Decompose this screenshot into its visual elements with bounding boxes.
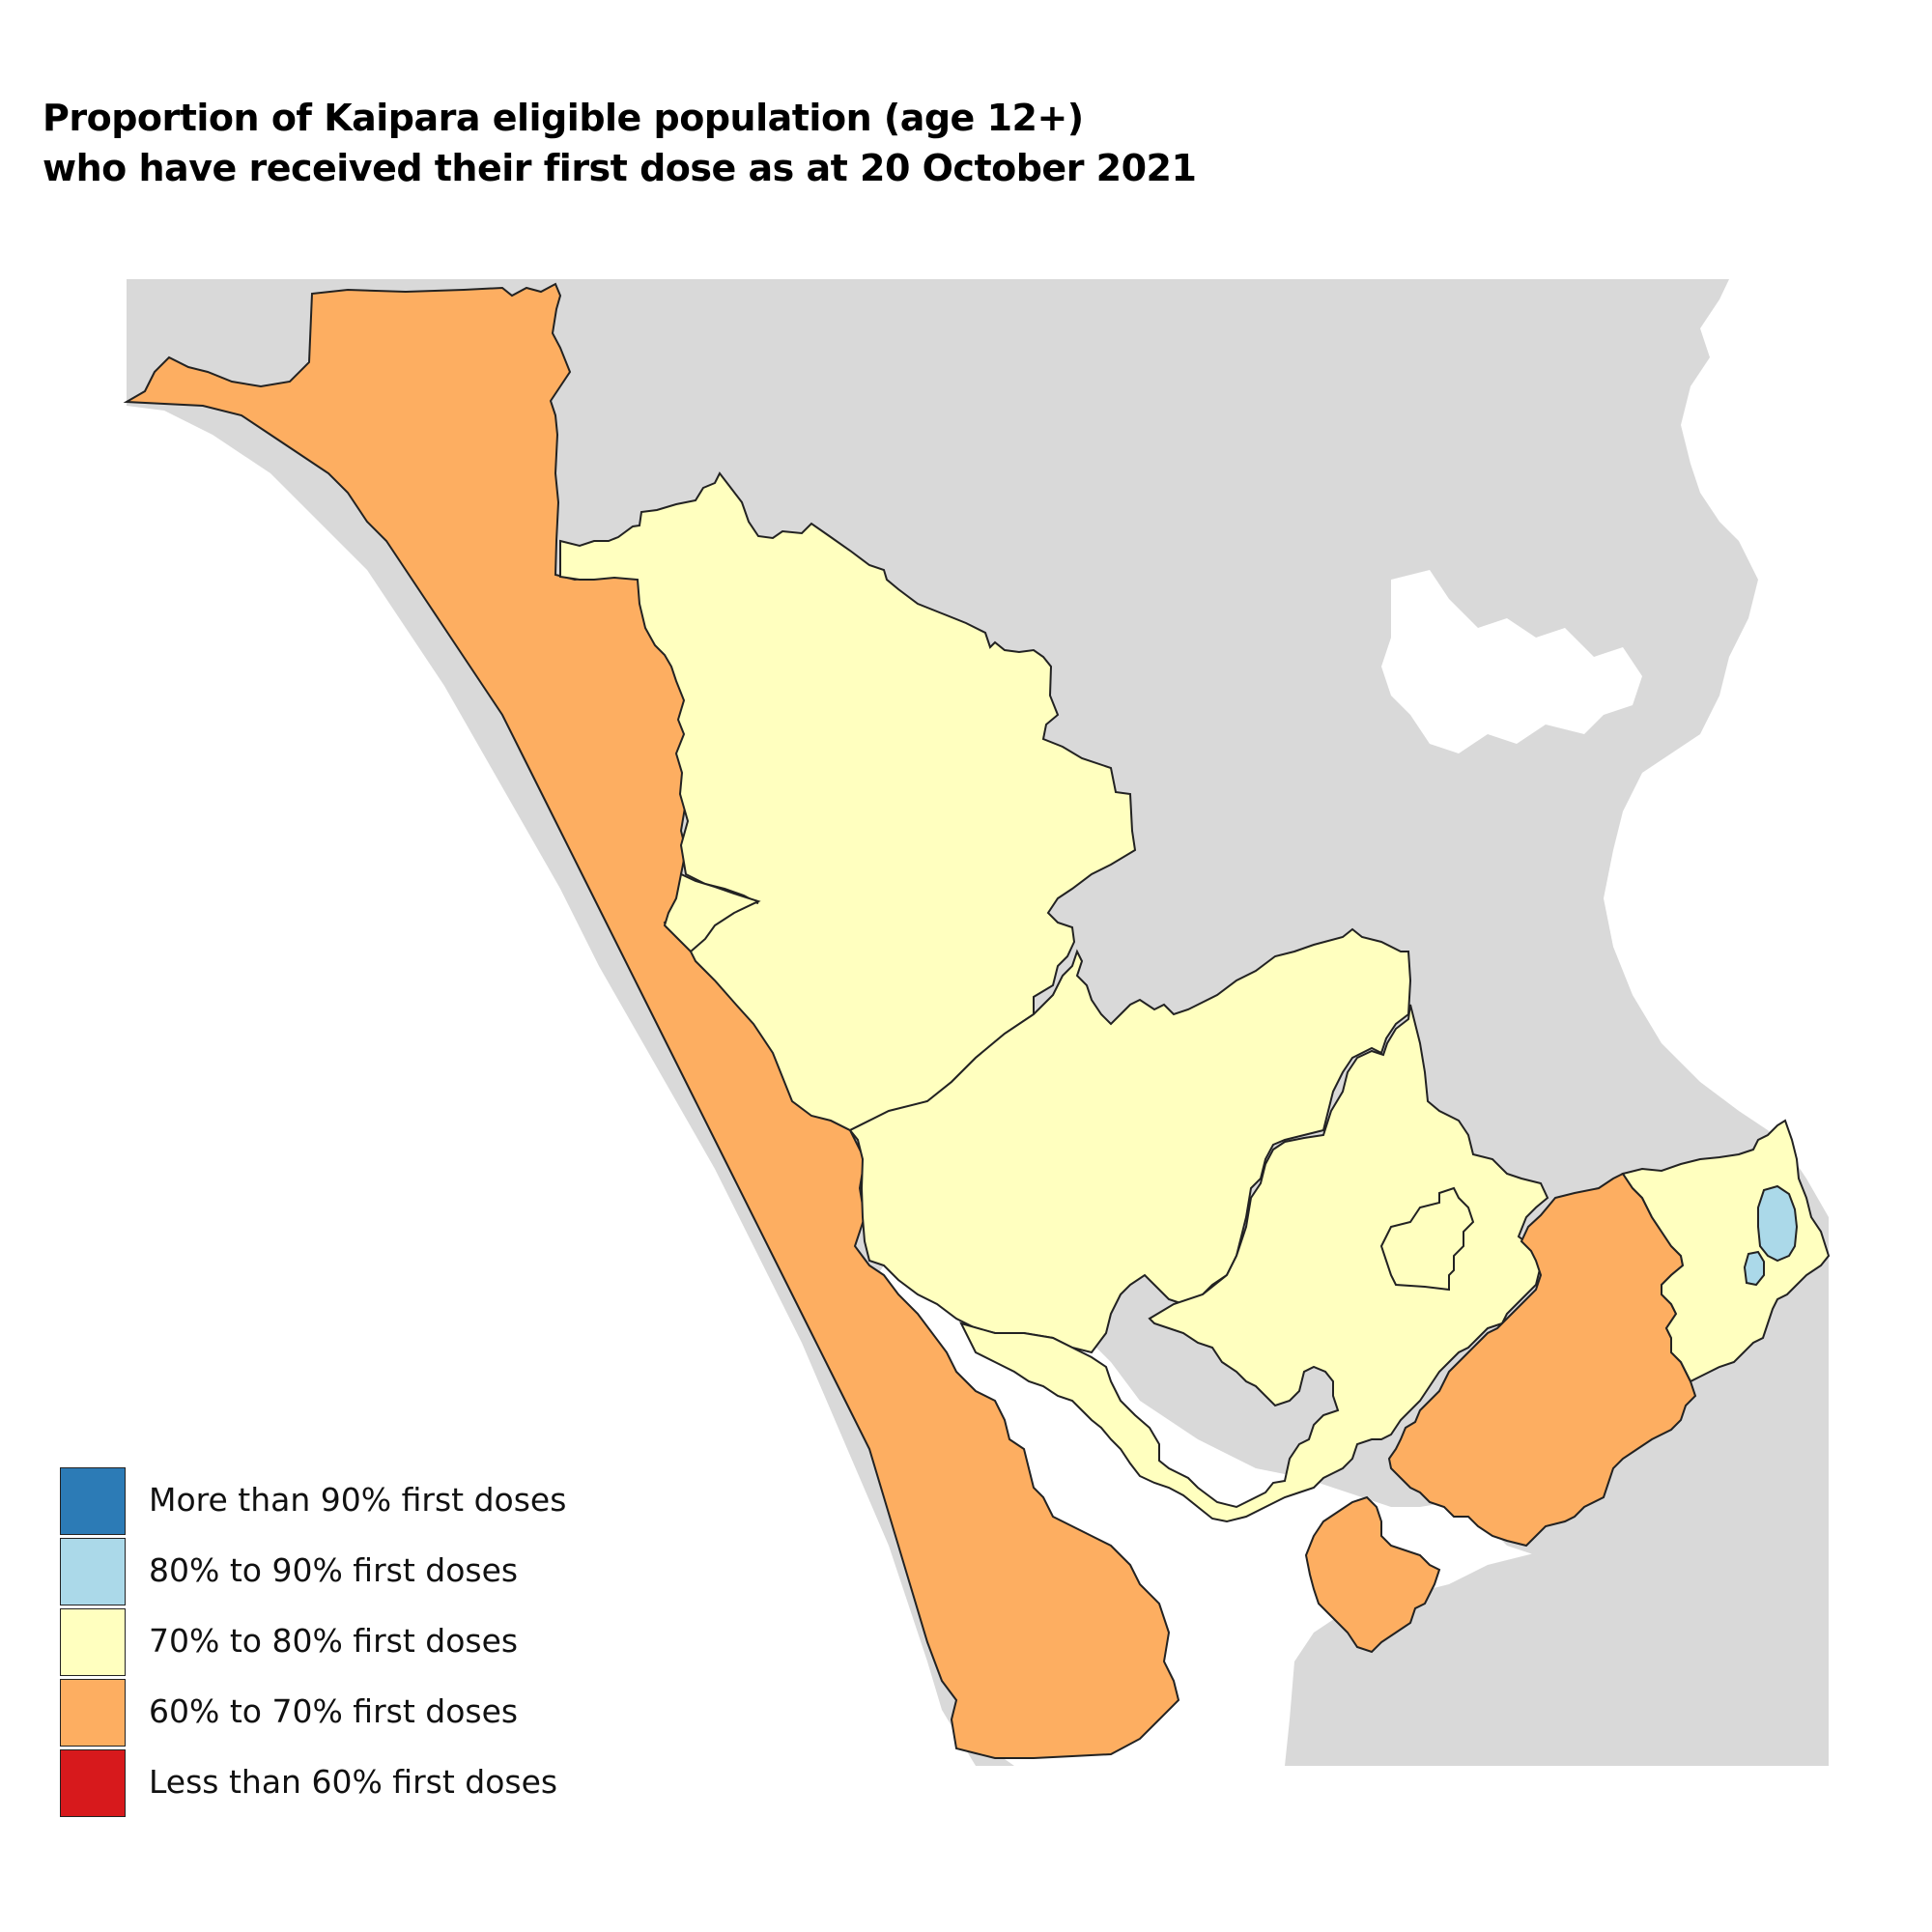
region-east-coast-town-south[interactable] <box>1743 1250 1765 1287</box>
region-west-coast-strip[interactable] <box>123 282 1180 1759</box>
legend-swatch <box>60 1679 126 1747</box>
map-title: Proportion of Kaipara eligible populatio… <box>43 93 1197 193</box>
region-east-coast-town[interactable] <box>1757 1184 1799 1263</box>
region-small-west-pocket[interactable] <box>663 872 761 953</box>
legend-label: 60% to 70% first doses <box>149 1692 519 1730</box>
east-inlet-1 <box>1381 570 1642 753</box>
southern-land <box>1285 1463 1829 1766</box>
legend-swatch <box>60 1608 126 1676</box>
legend-label: 80% to 90% first doses <box>149 1551 519 1589</box>
map-title-line-2: who have received their first dose as at… <box>43 147 1197 189</box>
legend-swatch <box>60 1749 126 1817</box>
map-title-line-1: Proportion of Kaipara eligible populatio… <box>43 97 1084 139</box>
legend-label: 70% to 80% first doses <box>149 1622 519 1660</box>
region-northern-inland[interactable] <box>559 471 1137 1132</box>
west-sea <box>127 406 976 1766</box>
legend-swatch <box>60 1538 126 1605</box>
east-sea <box>1604 279 1829 1217</box>
legend-label: More than 90% first doses <box>149 1481 567 1519</box>
region-south-harbour[interactable] <box>959 1004 1549 1523</box>
legend-label: Less than 60% first doses <box>149 1763 558 1801</box>
region-inner-district[interactable] <box>1379 1186 1475 1292</box>
region-south-peninsula[interactable] <box>1304 1495 1441 1654</box>
legend-swatch <box>60 1467 126 1535</box>
